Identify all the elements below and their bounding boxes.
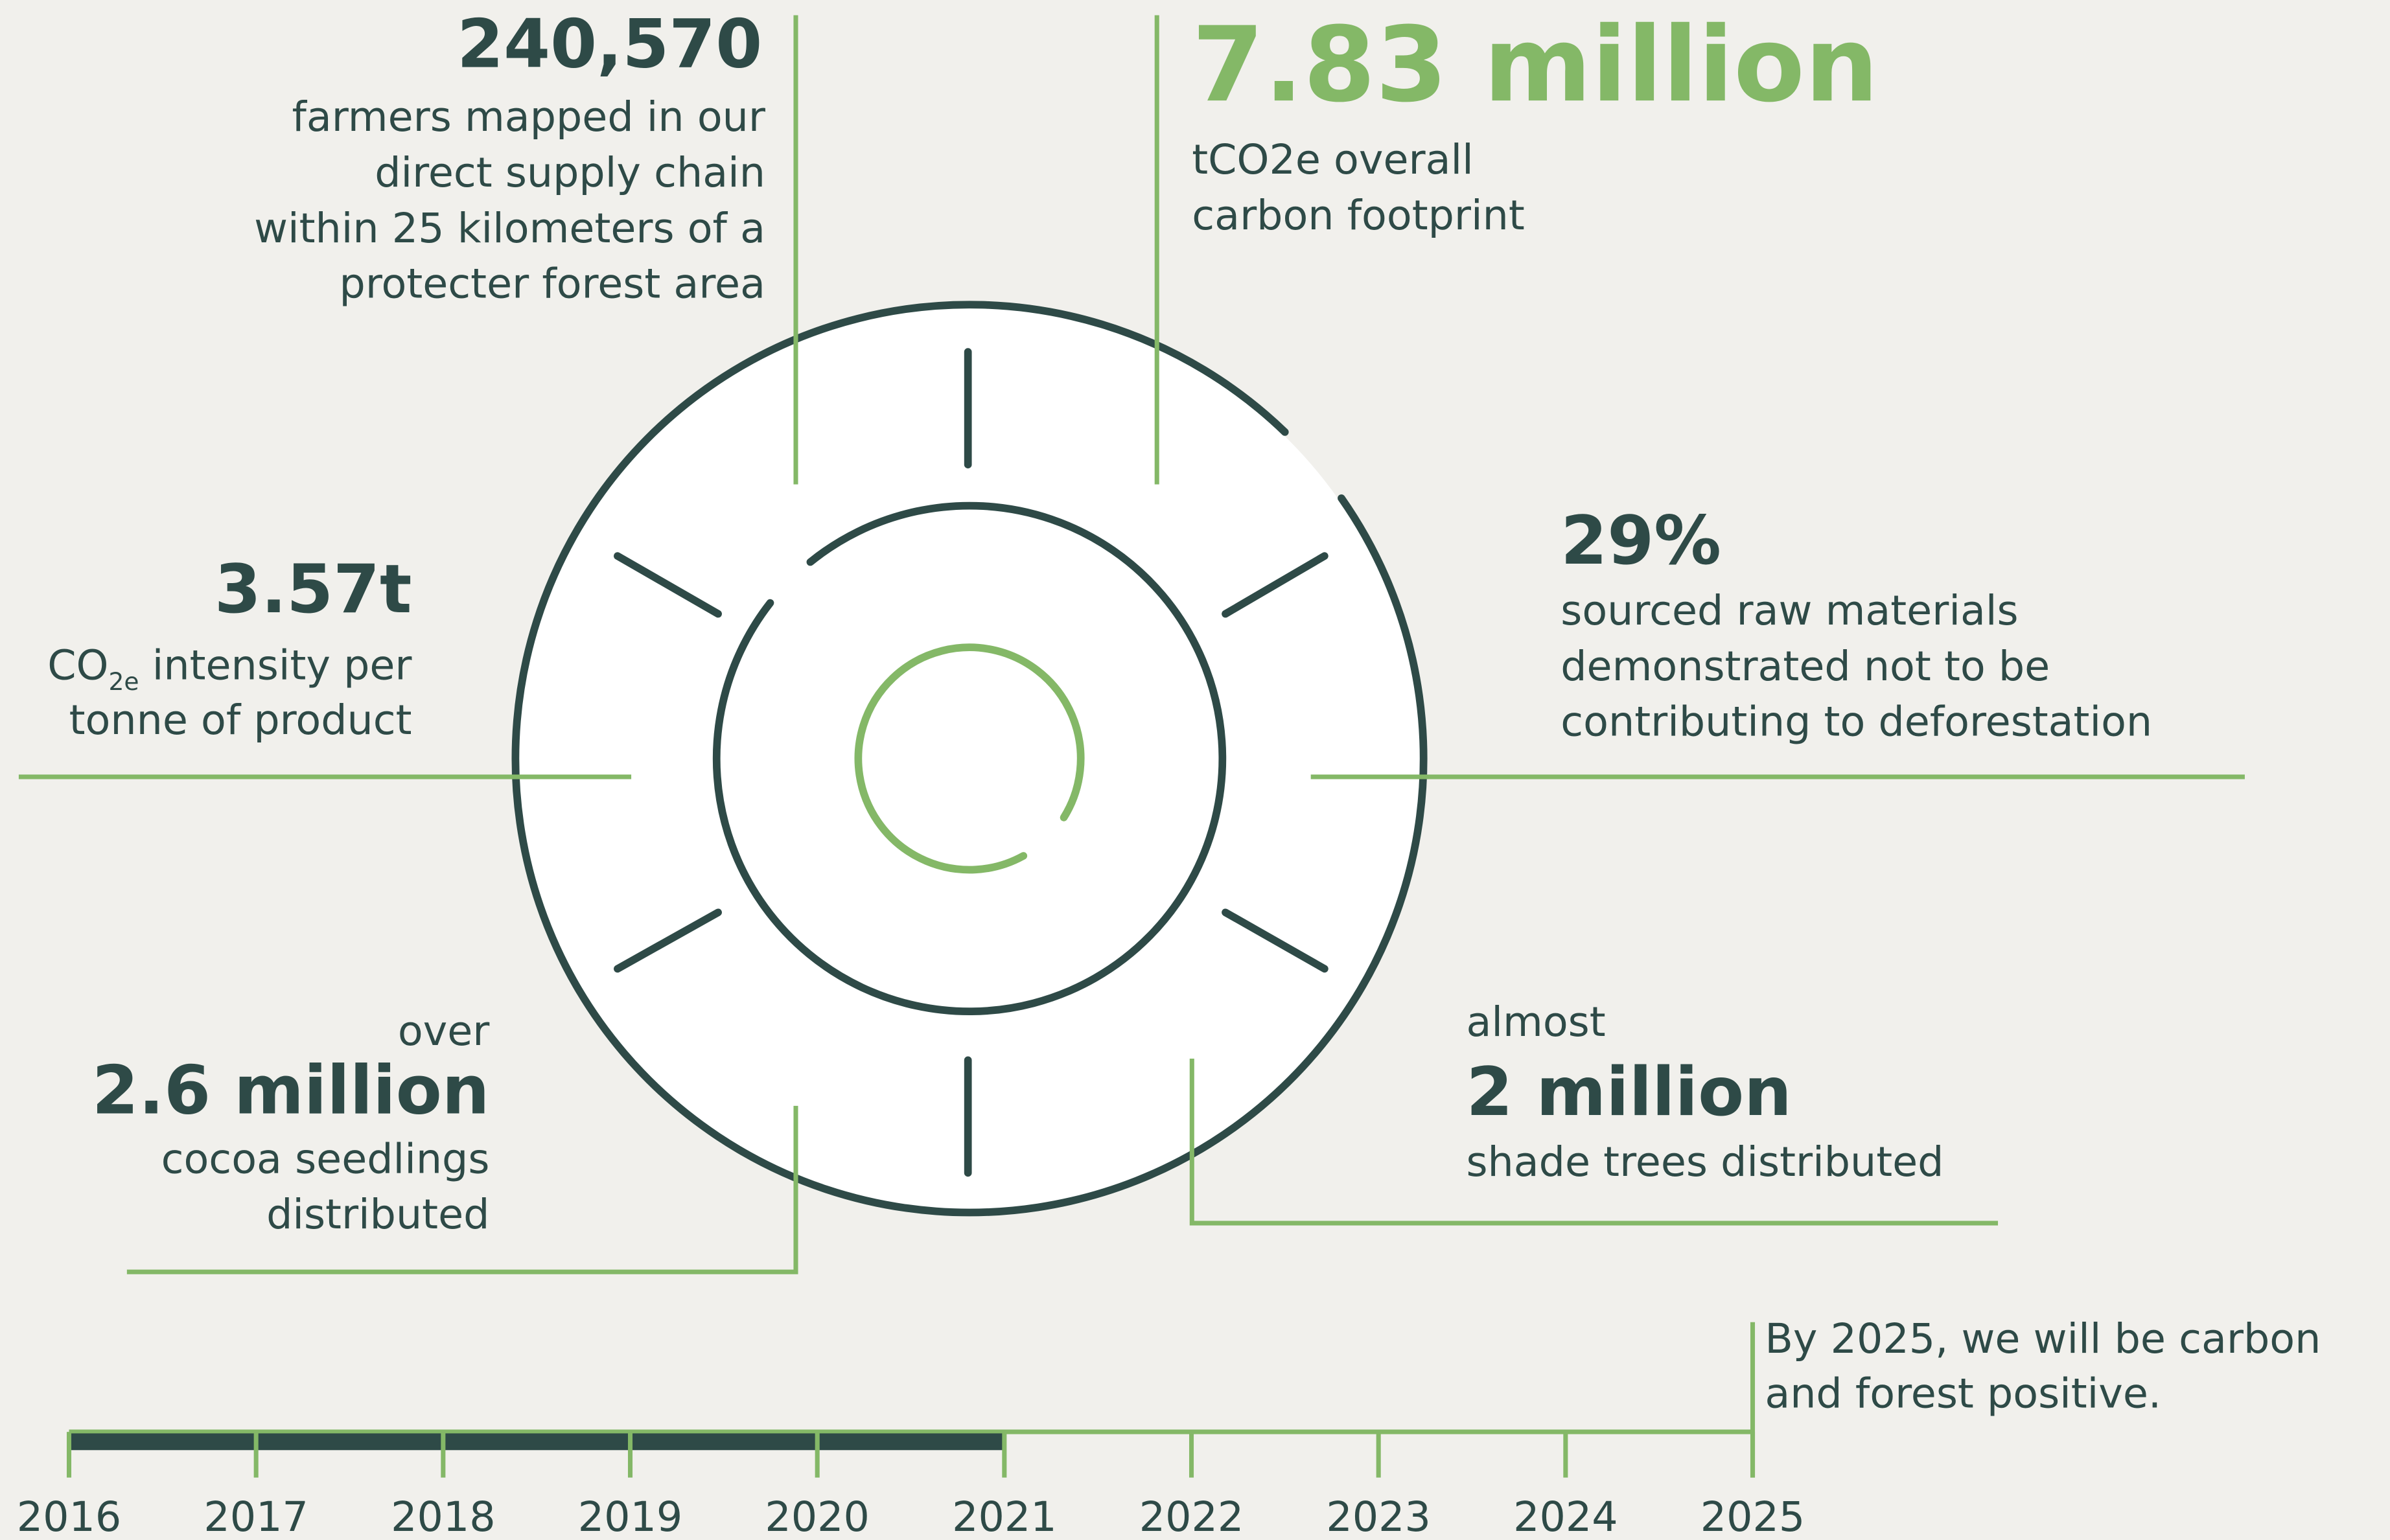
ring [712,501,1227,1016]
connector [1189,1059,1999,1226]
stat-line: distributed [266,1190,489,1238]
ring [511,301,1428,1217]
year-label: 2016 [17,1493,122,1540]
goal-text: By 2025, we will be carbon [1765,1315,2321,1362]
stat-value: 2 million [1467,1053,1792,1131]
unit: CO [47,641,108,689]
year-label: 2020 [765,1493,870,1540]
stat-line: carbon footprint [1192,191,1524,239]
stat-value: 29% [1560,502,1721,580]
disc [518,307,1421,1210]
connectors [18,15,2245,1274]
stat-line: shade trees distributed [1467,1138,1944,1186]
stat-value: 2.6 million [92,1052,490,1130]
rings [511,301,1428,1217]
stat-value: 240,570 [457,5,762,83]
stat-line: farmers mapped in our [292,93,766,141]
spoke [614,552,722,618]
stat-line: protecter forest area [340,260,765,308]
year-label: 2022 [1139,1493,1244,1540]
stat-line: tonne of product [69,696,412,744]
stat-line: cocoa seedlings [161,1134,490,1182]
year-label: 2025 [1700,1493,1805,1540]
year-label: 2024 [1513,1493,1618,1540]
spoke [614,908,722,973]
stat-line: sourced raw materials [1560,586,2018,634]
stat-value: 7.83 million [1192,5,1878,125]
timeline-years: 2016 2017 2018 2019 2020 2021 2022 2023 2024 2025 [17,1432,1805,1540]
year-label: 2017 [203,1493,308,1540]
stat-value: 3.57t [215,551,412,628]
connector [126,1105,798,1274]
year-label: 2021 [952,1493,1057,1540]
ring [854,643,1085,874]
stat-line: within 25 kilometers of a [254,204,765,252]
timeline-progress [69,1433,1005,1451]
stat-prefix: over [398,1007,490,1055]
stat-line: demonstrated not to be [1560,642,2050,690]
year-label: 2018 [391,1493,496,1540]
year-label: 2023 [1326,1493,1431,1540]
goal-text: and forest positive. [1765,1369,2161,1417]
spokes [614,348,1328,1177]
stat-line: tCO2e overall [1192,135,1473,183]
stat-line: CO2e intensity per [47,641,412,696]
spoke [1222,908,1328,973]
stat-prefix: almost [1467,998,1606,1046]
stat-line: intensity per [139,641,413,689]
unit-sub: 2e [108,667,139,696]
spoke [1222,552,1328,618]
year-label: 2019 [578,1493,683,1540]
stat-line: direct supply chain [375,148,765,196]
stat-line: contributing to deforestation [1560,698,2152,746]
